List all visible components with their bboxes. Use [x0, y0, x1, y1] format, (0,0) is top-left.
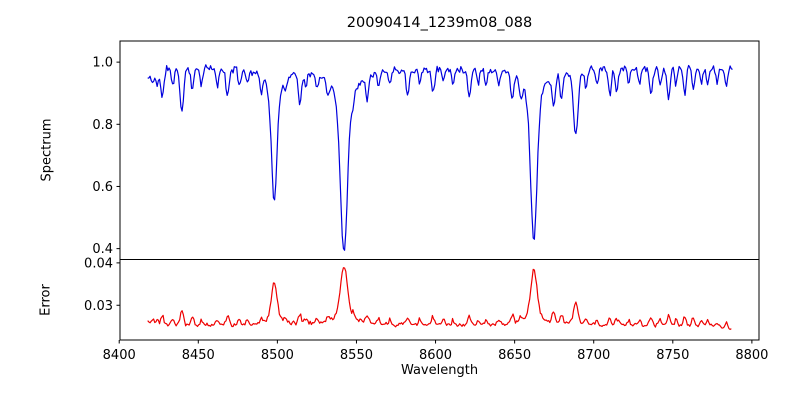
x-tick-label: 8400 [103, 348, 136, 363]
y-tick-label: 0.4 [92, 242, 113, 257]
x-tick-label: 8450 [182, 348, 215, 363]
y-tick-label: 0.04 [84, 256, 113, 271]
x-tick-label: 8700 [577, 348, 610, 363]
error-line [147, 267, 732, 331]
x-axis-label: Wavelength [400, 363, 479, 378]
x-tick-label: 8750 [656, 348, 689, 363]
y-tick-label: 0.03 [84, 299, 113, 314]
x-tick-label: 8650 [498, 348, 531, 363]
y-tick-label: 1.0 [92, 56, 113, 71]
plot-title: 20090414_1239m08_088 [346, 15, 533, 31]
y-tick-label: 0.6 [92, 180, 113, 195]
x-tick-label: 8800 [735, 348, 768, 363]
x-tick-label: 8600 [419, 348, 452, 363]
spectrum-line [147, 64, 733, 251]
x-tick-label: 8500 [261, 348, 294, 363]
y-tick-label: 0.8 [92, 118, 113, 133]
error-panel-frame [119, 259, 760, 341]
x-tick-label: 8550 [340, 348, 373, 363]
